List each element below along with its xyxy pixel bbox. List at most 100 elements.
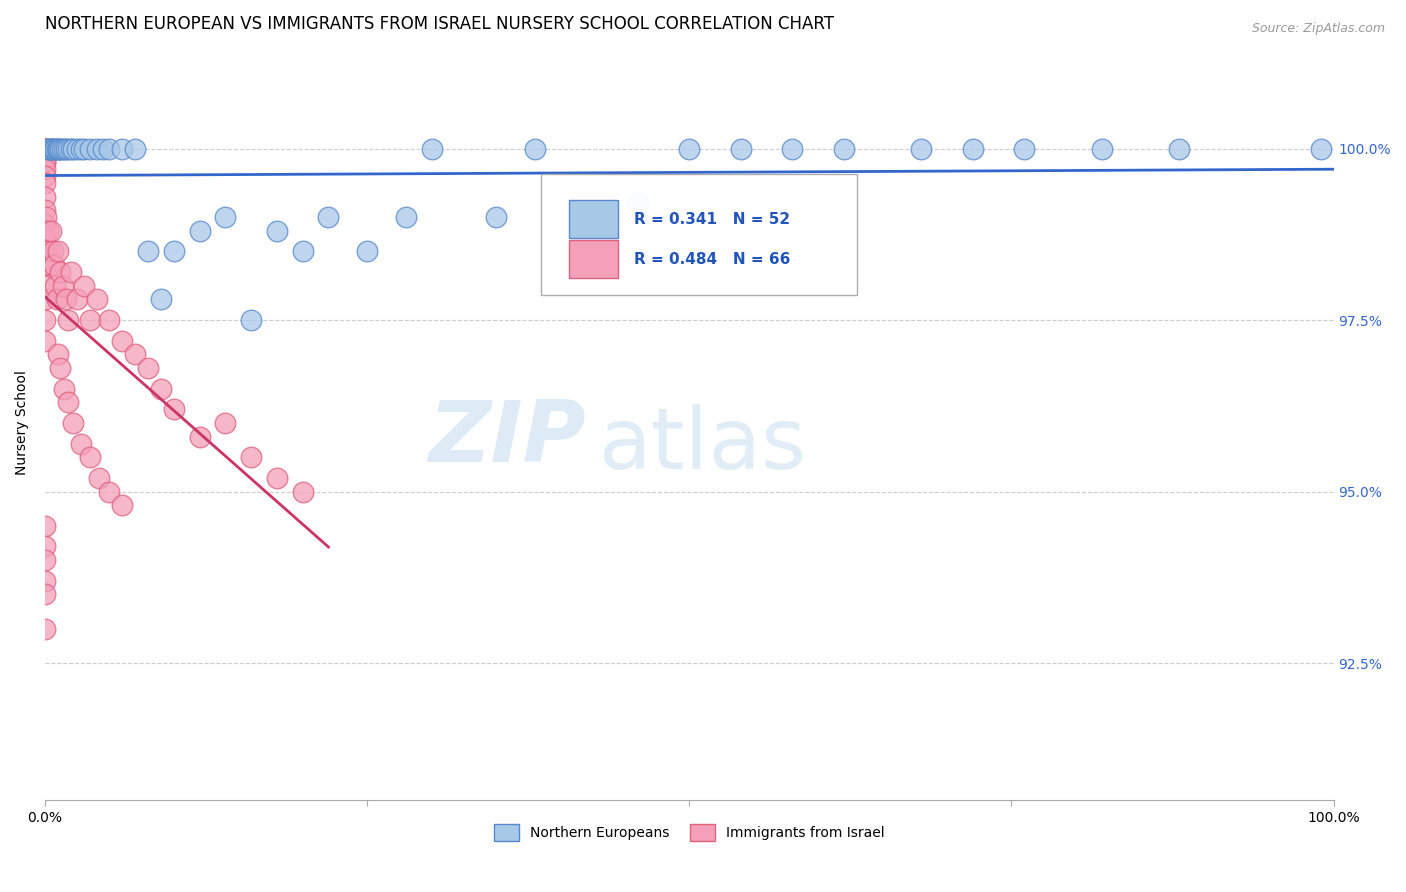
Point	[41, 224, 63, 238]
Point	[41, 142, 63, 156]
Point	[34, 169, 56, 183]
Point	[34, 278, 56, 293]
Point	[356, 244, 378, 259]
Point	[1012, 142, 1035, 156]
Point	[44, 142, 66, 156]
Point	[188, 430, 211, 444]
Point	[34, 203, 56, 218]
Point	[91, 142, 114, 156]
Point	[136, 361, 159, 376]
Point	[34, 189, 56, 203]
Point	[49, 265, 72, 279]
Point	[163, 402, 186, 417]
Point	[34, 574, 56, 588]
Point	[34, 155, 56, 169]
Point	[55, 293, 77, 307]
Point	[730, 142, 752, 156]
Point	[214, 210, 236, 224]
Point	[37, 224, 59, 238]
Point	[45, 293, 67, 307]
Text: R = 0.341   N = 52: R = 0.341 N = 52	[634, 211, 790, 227]
Point	[240, 450, 263, 465]
Point	[266, 471, 288, 485]
Point	[62, 416, 84, 430]
Point	[34, 540, 56, 554]
Point	[34, 142, 56, 156]
Point	[39, 142, 62, 156]
Point	[34, 217, 56, 231]
Point	[34, 587, 56, 601]
Point	[45, 142, 67, 156]
Text: atlas: atlas	[599, 404, 807, 487]
Point	[111, 142, 134, 156]
Point	[34, 142, 56, 156]
Point	[72, 278, 94, 293]
Point	[34, 155, 56, 169]
Point	[291, 244, 314, 259]
Point	[55, 142, 77, 156]
Point	[87, 471, 110, 485]
Point	[49, 361, 72, 376]
Point	[910, 142, 932, 156]
Point	[1167, 142, 1189, 156]
Point	[782, 142, 804, 156]
Point	[34, 142, 56, 156]
Point	[41, 244, 63, 259]
Point	[485, 210, 508, 224]
Point	[53, 382, 76, 396]
Point	[962, 142, 984, 156]
Point	[214, 416, 236, 430]
Point	[678, 142, 700, 156]
Point	[34, 622, 56, 636]
Bar	[569, 240, 619, 278]
Point	[149, 382, 172, 396]
Point	[79, 142, 101, 156]
Point	[318, 210, 340, 224]
Point	[46, 244, 69, 259]
Point	[79, 313, 101, 327]
Point	[832, 142, 855, 156]
Point	[124, 347, 146, 361]
Point	[49, 142, 72, 156]
Point	[627, 196, 650, 211]
Y-axis label: Nursery School: Nursery School	[15, 370, 30, 475]
Point	[52, 278, 75, 293]
Point	[266, 224, 288, 238]
Point	[34, 518, 56, 533]
Point	[42, 258, 65, 272]
Point	[46, 142, 69, 156]
Point	[34, 313, 56, 327]
Point	[62, 142, 84, 156]
Point	[70, 436, 93, 450]
Point	[1090, 142, 1112, 156]
Point	[42, 142, 65, 156]
Point	[98, 313, 121, 327]
Point	[66, 293, 89, 307]
Point	[420, 142, 443, 156]
Point	[37, 142, 59, 156]
Text: Source: ZipAtlas.com: Source: ZipAtlas.com	[1251, 22, 1385, 36]
FancyBboxPatch shape	[541, 174, 856, 294]
Point	[46, 347, 69, 361]
Point	[34, 142, 56, 156]
Point	[53, 142, 76, 156]
Point	[72, 142, 94, 156]
Point	[523, 142, 546, 156]
Point	[70, 142, 93, 156]
Point	[48, 142, 70, 156]
Point	[149, 293, 172, 307]
Point	[86, 142, 108, 156]
Point	[56, 395, 79, 409]
Point	[34, 334, 56, 348]
Point	[34, 176, 56, 190]
Point	[124, 142, 146, 156]
Point	[163, 244, 186, 259]
Point	[34, 244, 56, 259]
Point	[395, 210, 418, 224]
Point	[136, 244, 159, 259]
Text: R = 0.484   N = 66: R = 0.484 N = 66	[634, 252, 790, 267]
Point	[34, 293, 56, 307]
Point	[34, 162, 56, 177]
Point	[1309, 142, 1331, 156]
Point	[44, 278, 66, 293]
